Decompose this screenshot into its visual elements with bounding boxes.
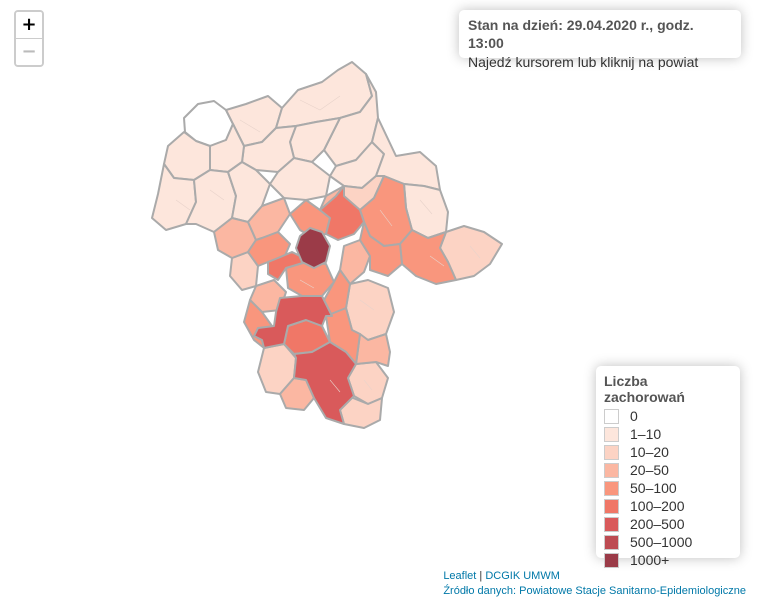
legend-item: 20–50 xyxy=(604,461,732,479)
legend-item: 1–10 xyxy=(604,425,732,443)
legend-title: Liczba zachorowań xyxy=(604,373,685,405)
legend-rows: 0 1–10 10–20 20–50 50–100 100–200 200–500 500–1… xyxy=(604,407,732,569)
legend-label: 1000+ xyxy=(630,552,670,568)
legend-label: 20–50 xyxy=(630,462,669,478)
district-polygon[interactable] xyxy=(399,229,457,285)
legend-item: 10–20 xyxy=(604,443,732,461)
info-panel: Stan na dzień: 29.04.2020 r., godz. 13:0… xyxy=(459,10,741,70)
attribution: Leaflet | DCGIK UMWM Źródło danych: Powi… xyxy=(443,569,746,599)
legend-item: 1000+ xyxy=(604,551,732,569)
legend-item: 50–100 xyxy=(604,479,732,497)
zoom-out-button[interactable]: − xyxy=(16,39,42,65)
legend-swatch xyxy=(604,426,619,442)
legend-label: 500–1000 xyxy=(630,534,693,550)
district-polygon[interactable] xyxy=(267,251,307,281)
legend-item: 200–500 xyxy=(604,515,732,533)
legend-item: 0 xyxy=(604,407,732,425)
commune-lines xyxy=(175,95,481,393)
district-polygon[interactable] xyxy=(293,341,357,425)
attribution-line-1: Leaflet | DCGIK UMWM xyxy=(443,569,746,584)
legend-label: 100–200 xyxy=(630,498,685,514)
provider-link[interactable]: DCGIK UMWM xyxy=(485,570,560,582)
hover-hint: Najedź kursorem lub kliknij na powiat xyxy=(468,54,699,70)
attribution-line-2: Źródło danych: Powiatowe Stacje Sanitarn… xyxy=(443,584,746,599)
legend-swatch xyxy=(604,444,619,460)
legend-item: 100–200 xyxy=(604,497,732,515)
legend: Liczba zachorowań 0 1–10 10–20 20–50 50–100 1… xyxy=(596,366,740,568)
attribution-separator: | xyxy=(476,570,486,582)
legend-swatch xyxy=(604,534,619,550)
legend-label: 200–500 xyxy=(630,516,685,532)
legend-item: 500–1000 xyxy=(604,533,732,551)
legend-swatch xyxy=(604,498,619,514)
zoom-in-button[interactable]: + xyxy=(16,12,42,39)
legend-swatch xyxy=(604,480,619,496)
source-link[interactable]: Powiatowe Stacje Sanitarno-Epidemiologic… xyxy=(519,585,746,597)
leaflet-link[interactable]: Leaflet xyxy=(443,570,477,582)
legend-swatch xyxy=(604,408,619,424)
district-polygon[interactable] xyxy=(355,333,391,367)
legend-swatch xyxy=(604,462,619,478)
district-polygon[interactable] xyxy=(319,185,365,241)
legend-label: 1–10 xyxy=(630,426,662,442)
legend-swatch xyxy=(604,552,619,568)
status-date: Stan na dzień: 29.04.2020 r., godz. 13:0… xyxy=(468,17,694,51)
district-polygon[interactable] xyxy=(359,221,403,277)
legend-label: 50–100 xyxy=(630,480,677,496)
legend-swatch xyxy=(604,516,619,532)
district-polygon[interactable] xyxy=(253,295,333,349)
district-polygon[interactable] xyxy=(295,227,331,269)
zoom-control: + − xyxy=(14,10,44,67)
source-prefix: Źródło danych: xyxy=(443,585,520,597)
legend-label: 10–20 xyxy=(630,444,669,460)
legend-label: 0 xyxy=(630,408,638,424)
